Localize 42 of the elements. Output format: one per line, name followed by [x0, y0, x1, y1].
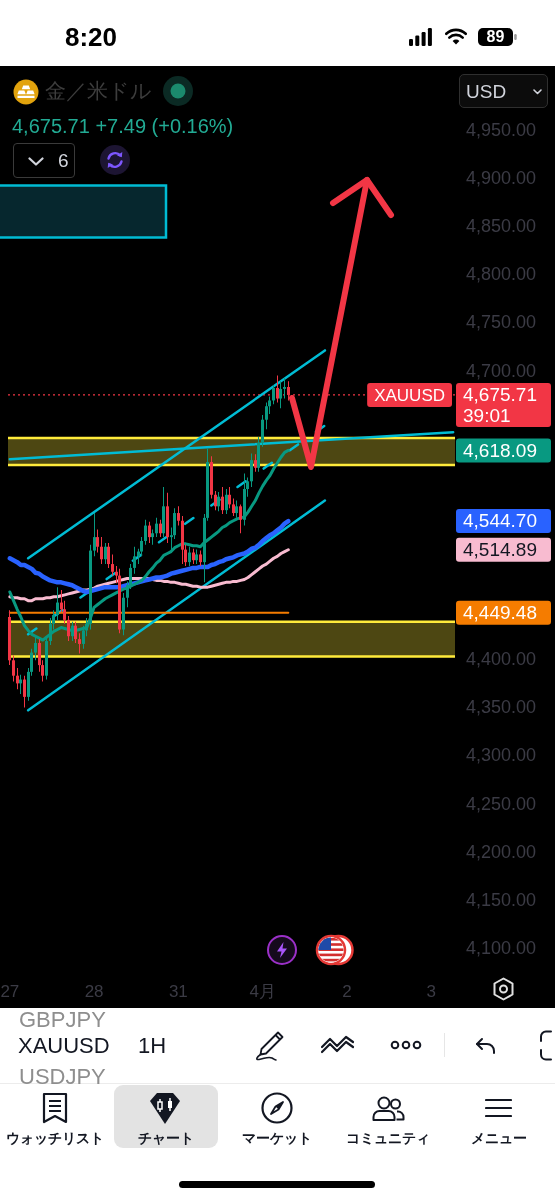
- y-tick-label: 4,900.00: [466, 168, 537, 189]
- text: 8:20: [64, 22, 118, 52]
- y-tick-label: 4,800.00: [466, 264, 537, 285]
- text: 39:01: [463, 405, 511, 427]
- y-tick-label: 4,400.00: [466, 649, 537, 670]
- text: USD: [466, 81, 507, 102]
- y-tick-label: 4,850.00: [466, 216, 537, 237]
- text: 1H: [138, 1033, 167, 1058]
- y-tick-label: 4,250.00: [466, 793, 537, 814]
- x-tick-label: 28: [84, 981, 104, 1001]
- y-tick-label: 4,950.00: [466, 119, 537, 140]
- x-tick-label: 3: [426, 981, 436, 1001]
- y-tick-label: 4,750.00: [466, 312, 537, 333]
- text: 4,544.70: [463, 510, 537, 532]
- text: メニュー: [471, 1130, 527, 1146]
- y-tick-label: 4,350.00: [466, 697, 537, 718]
- text: 4,514.89: [463, 538, 537, 560]
- text: チャート: [138, 1130, 194, 1146]
- text: GBPJPY: [19, 1007, 106, 1032]
- candlestick: [283, 378, 286, 399]
- x-tick-label: 31: [168, 981, 188, 1001]
- x-tick-label: 27: [0, 981, 20, 1001]
- text: XAUUSD: [18, 1033, 110, 1058]
- x-tick-label: 4月: [249, 981, 276, 1001]
- text: コミュニティ: [346, 1130, 430, 1146]
- chart-title: 金／米ドル: [45, 79, 152, 102]
- y-tick-label: 4,300.00: [466, 745, 537, 766]
- text: マーケット: [242, 1130, 312, 1146]
- ref-line-label: XAUUSD: [374, 385, 446, 405]
- text: ウォッチリスト: [6, 1130, 104, 1146]
- text: 4,675.71: [463, 384, 537, 406]
- x-tick-label: 2: [342, 981, 352, 1001]
- y-tick-label: 4,150.00: [466, 889, 537, 910]
- y-tick-label: 4,700.00: [466, 360, 537, 381]
- annotation: 6: [58, 150, 69, 171]
- y-tick-label: 4,200.00: [466, 841, 537, 862]
- text: 4,618.09: [463, 439, 537, 461]
- text: 89: [486, 28, 505, 45]
- y-tick-label: 4,100.00: [466, 937, 537, 958]
- text: USDJPY: [19, 1064, 106, 1089]
- chart-subtitle: 4,675.71 +7.49 (+0.16%): [12, 115, 234, 137]
- text: 4,449.48: [463, 601, 537, 623]
